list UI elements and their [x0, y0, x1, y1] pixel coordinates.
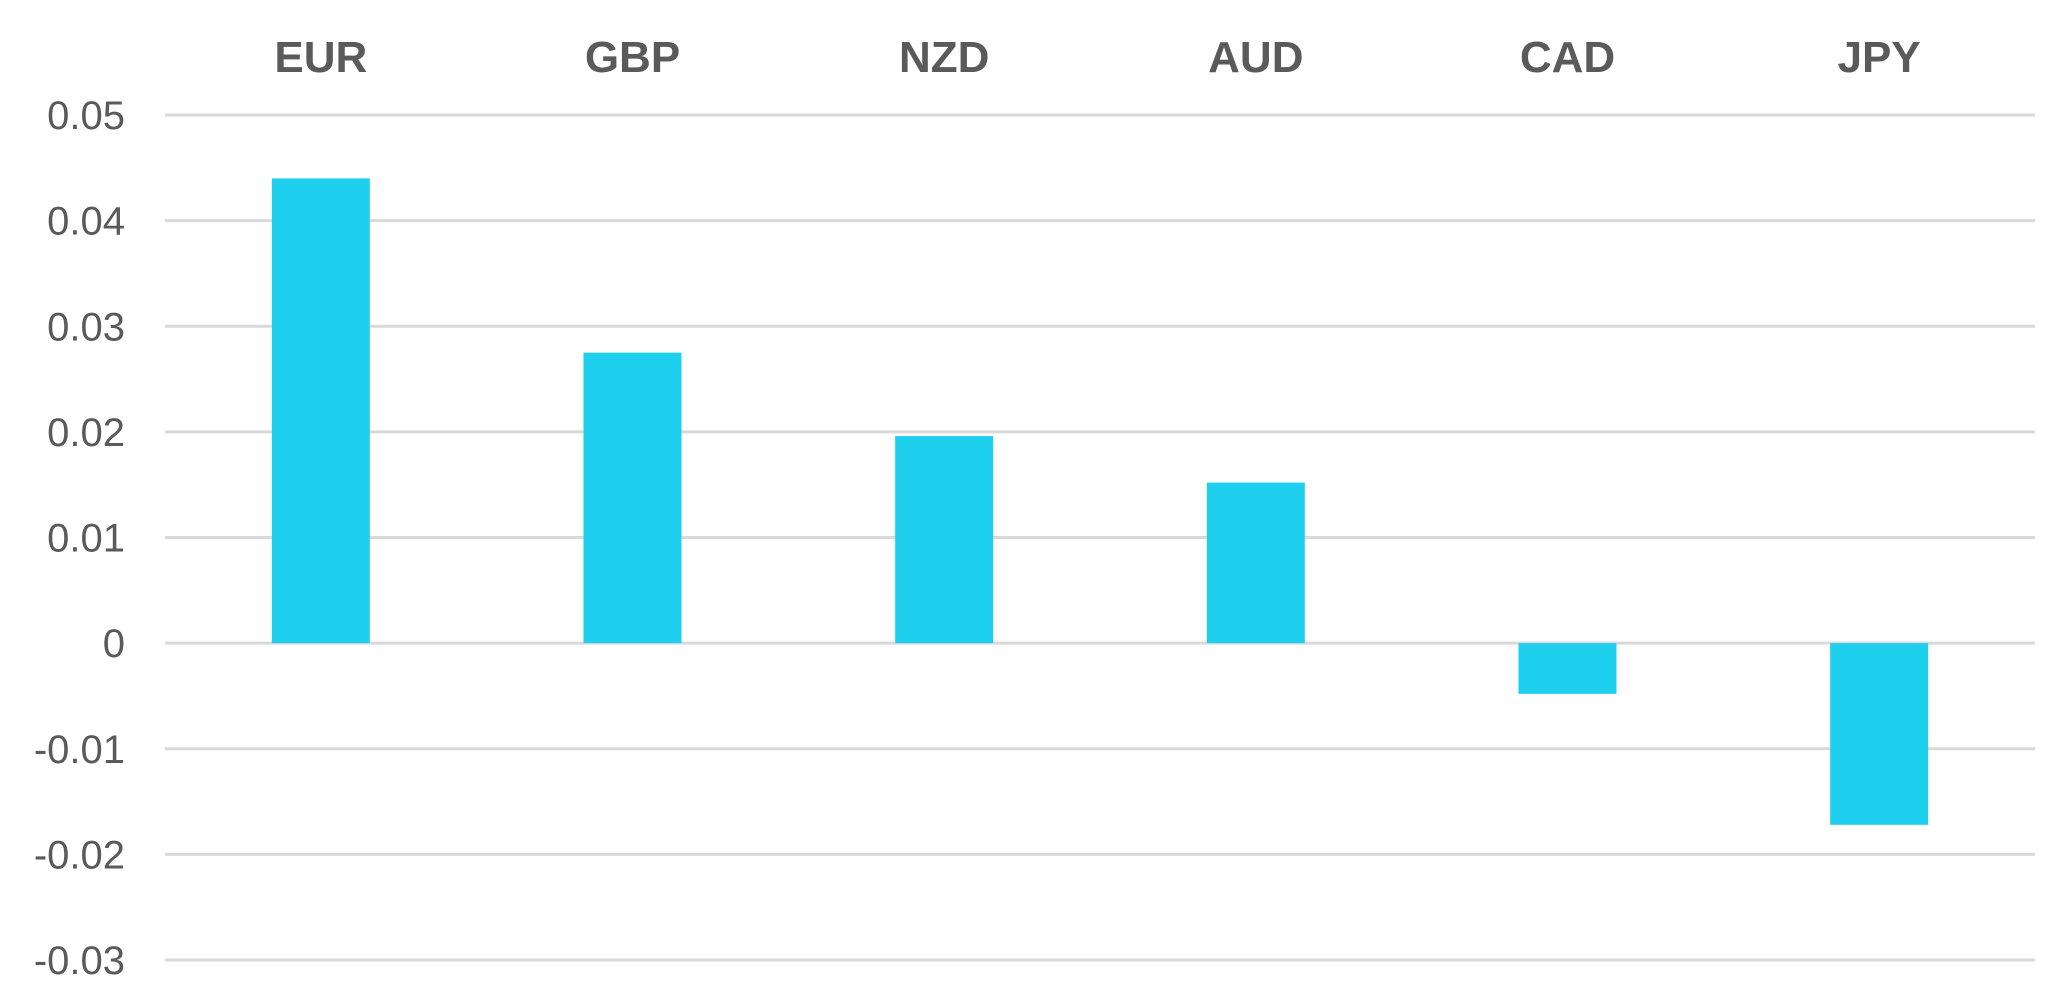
- y-tick-label: 0.04: [47, 200, 125, 244]
- y-axis-tick-labels: 0.05 0.04 0.03 0.02 0.01 0 -0.01 -0.02 -0.03: [34, 94, 125, 983]
- bar-jpy: [1830, 643, 1929, 825]
- category-label-gbp: GBP: [585, 33, 680, 82]
- y-tick-label: 0: [103, 622, 125, 666]
- y-tick-label: 0.02: [47, 411, 125, 455]
- category-label-aud: AUD: [1208, 33, 1303, 82]
- bar-cad: [1518, 643, 1617, 694]
- category-label-nzd: NZD: [899, 33, 989, 82]
- y-tick-label: -0.02: [34, 833, 125, 877]
- category-label-cad: CAD: [1520, 33, 1615, 82]
- gridlines: [165, 113, 2035, 962]
- y-tick-label: 0.01: [47, 517, 125, 561]
- bar-aud: [1206, 482, 1305, 644]
- category-labels: EUR GBP NZD AUD CAD JPY: [274, 33, 1920, 82]
- bars: [271, 178, 1929, 825]
- y-tick-label: -0.01: [34, 728, 125, 772]
- y-tick-label: -0.03: [34, 939, 125, 983]
- bar-nzd: [895, 436, 994, 644]
- category-label-jpy: JPY: [1838, 33, 1921, 82]
- y-tick-label: 0.05: [47, 94, 125, 138]
- bar-gbp: [583, 352, 682, 644]
- category-label-eur: EUR: [274, 33, 367, 82]
- bar-eur: [271, 178, 370, 644]
- y-tick-label: 0.03: [47, 305, 125, 349]
